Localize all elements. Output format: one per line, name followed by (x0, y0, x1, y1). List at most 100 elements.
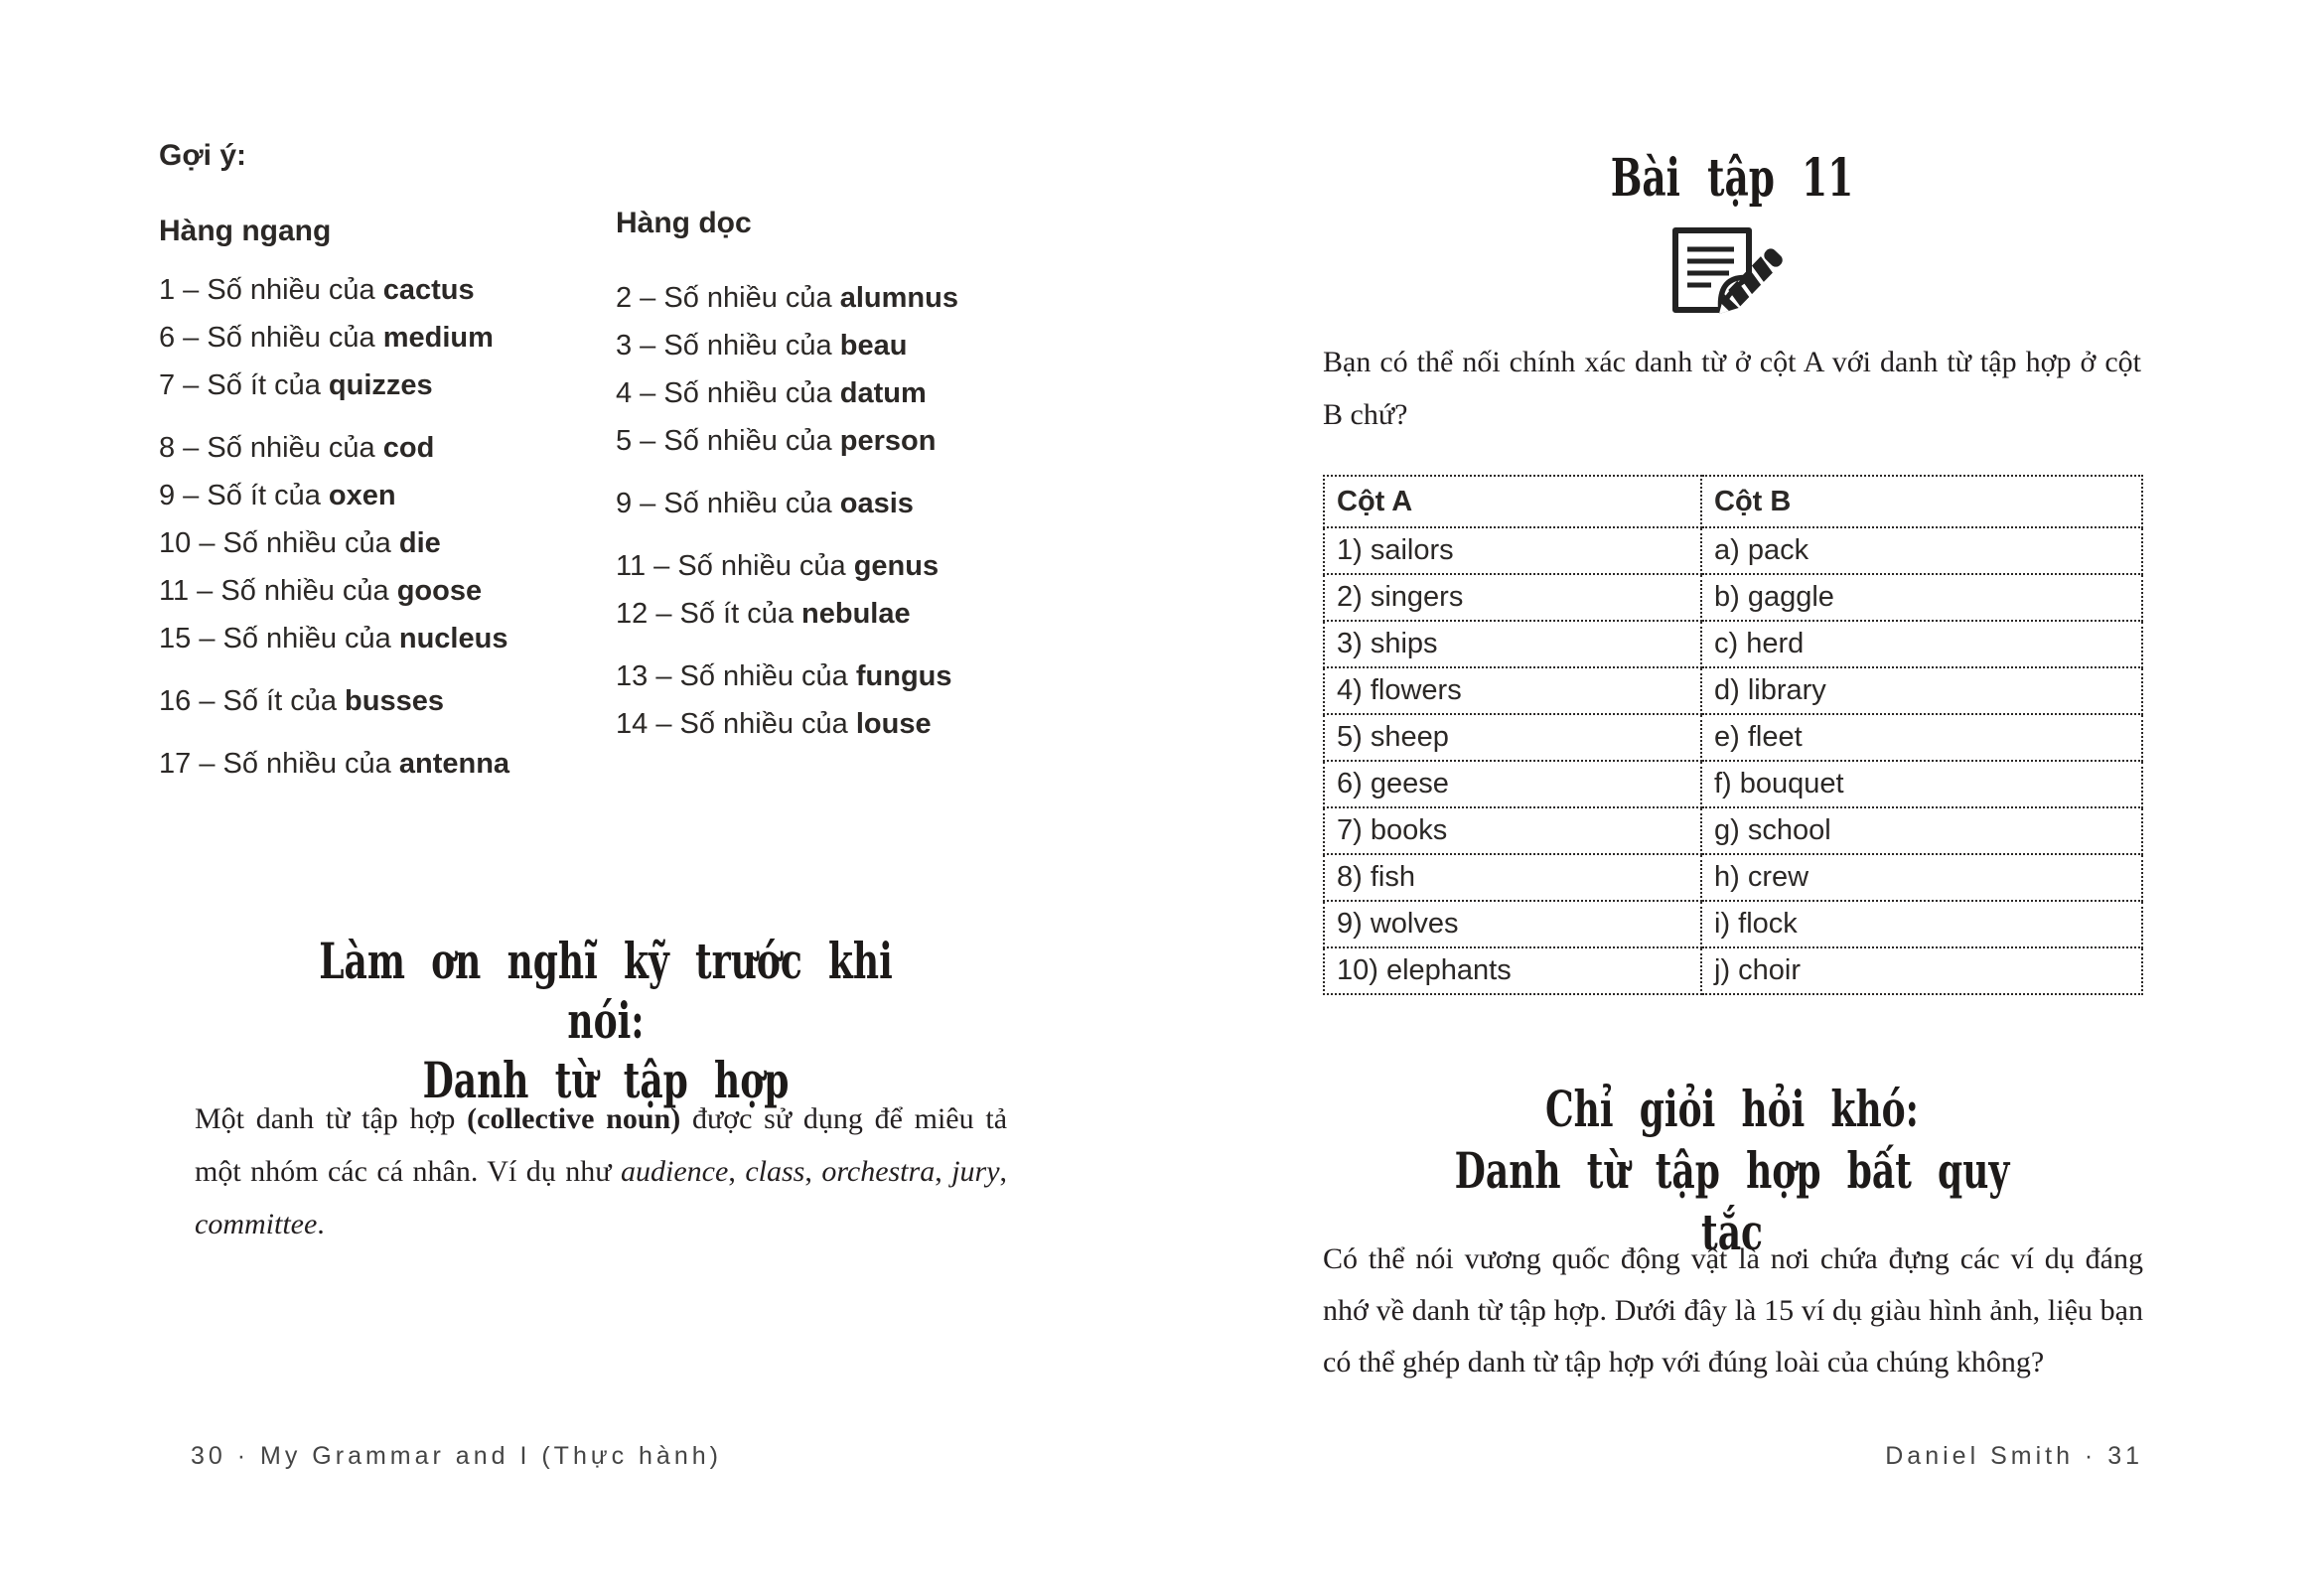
hint-item: 11 – Số nhiều của goose (159, 567, 616, 615)
para-text: . (317, 1208, 325, 1240)
hint-item-text: 17 – Số nhiều của (159, 748, 399, 780)
hint-item: 7 – Số ít của quizzes (159, 362, 616, 409)
table-row: 3) ships c) herd (1323, 620, 2143, 668)
hint-item-word: cod (382, 432, 435, 464)
hint-item-word: datum (839, 377, 927, 409)
para-text: được sử dụng để miêu tả một nhóm các cá … (195, 1102, 1008, 1188)
hint-item-word: genus (853, 550, 940, 582)
table-cell-a: 2) singers (1323, 573, 1702, 622)
across-list: 1 – Số nhiều của cactus 6 – Số nhiều của… (159, 266, 616, 788)
hint-item: 11 – Số nhiều của genus (616, 542, 1073, 590)
collective-noun-heading: Làm ơn nghĩ kỹ trước khi nói: Danh từ tậ… (277, 932, 935, 1110)
hint-item-text: 14 – Số nhiều của (616, 708, 856, 740)
hint-item-text: 15 – Số nhiều của (159, 623, 399, 654)
table-cell-a: 1) sailors (1323, 526, 1702, 575)
down-list: 2 – Số nhiều của alumnus 3 – Số nhiều củ… (616, 274, 1073, 748)
para-text: , (999, 1155, 1008, 1188)
hint-item-word: nucleus (398, 623, 508, 654)
irregular-paragraph: Có thể nói vương quốc động vật là nơi ch… (1323, 1242, 2143, 1378)
hint-item-word: nebulae (801, 598, 911, 630)
hint-item: 9 – Số ít của oxen (159, 472, 616, 519)
hint-item-text: 3 – Số nhiều của (616, 330, 840, 362)
table-cell-a: 4) flowers (1323, 666, 1702, 715)
hint-item: 9 – Số nhiều của oasis (616, 480, 1073, 527)
hint-item-word: alumnus (839, 282, 958, 314)
hint-item: 16 – Số ít của busses (159, 677, 616, 725)
heading-line-2: Danh từ tập hợp (422, 1051, 790, 1109)
table-row: 1) sailors a) pack (1323, 526, 2143, 575)
down-title: Hàng dọc (616, 207, 752, 239)
para-bold: (collective noun) (467, 1102, 681, 1135)
para-italic: committee (195, 1208, 318, 1240)
paper-pencil-icon (1672, 227, 1783, 314)
table-header-col-a: Cột A (1323, 475, 1702, 528)
hint-item-word: oxen (328, 480, 396, 511)
table-cell-b: g) school (1700, 806, 2143, 855)
hint-item: 3 – Số nhiều của beau (616, 322, 1073, 369)
table-cell-a: 3) ships (1323, 620, 1702, 668)
para-italic: jury (951, 1155, 1000, 1188)
table-row: 8) fish h) crew (1323, 853, 2143, 902)
para-italic: orchestra (821, 1155, 936, 1188)
table-cell-a: 5) sheep (1323, 713, 1702, 762)
hint-item-text: 5 – Số nhiều của (616, 425, 840, 457)
table-header-col-b: Cột B (1700, 475, 2143, 528)
table-cell-b: h) crew (1700, 853, 2143, 902)
table-row: 10) elephants j) choir (1323, 946, 2143, 995)
table-cell-b: d) library (1700, 666, 2143, 715)
table-cell-b: e) fleet (1700, 713, 2143, 762)
table-cell-a: 7) books (1323, 806, 1702, 855)
hint-item: 15 – Số nhiều của nucleus (159, 615, 616, 662)
hint-item: 5 – Số nhiều của person (616, 417, 1073, 465)
hint-item-text: 10 – Số nhiều của (159, 527, 399, 559)
page-footer-left: 30 · My Grammar and I (Thực hành) (191, 1442, 722, 1470)
hint-item: 13 – Số nhiều của fungus (616, 653, 1073, 700)
hint-item: 17 – Số nhiều của antenna (159, 740, 616, 788)
table-cell-b: c) herd (1700, 620, 2143, 668)
hint-item-word: goose (396, 575, 483, 607)
hint-item-text: 1 – Số nhiều của (159, 274, 383, 306)
table-cell-a: 6) geese (1323, 760, 1702, 808)
page-footer-right: Daniel Smith · 31 (1885, 1442, 2143, 1470)
hint-item: 8 – Số nhiều của cod (159, 424, 616, 472)
table-cell-a: 9) wolves (1323, 900, 1702, 948)
collective-noun-paragraph: Một danh từ tập hợp (collective noun) đư… (195, 1092, 1007, 1250)
para-italic: class (745, 1155, 805, 1188)
hint-item-word: medium (382, 322, 494, 354)
exercise-intro: Bạn có thể nối chính xác danh từ ở cột A… (1323, 346, 2141, 431)
hint-item: 12 – Số ít của nebulae (616, 590, 1073, 638)
hint-item-text: 9 – Số ít của (159, 480, 329, 511)
hint-item: 14 – Số nhiều của louse (616, 700, 1073, 748)
table-cell-b: a) pack (1700, 526, 2143, 575)
hint-item-text: 12 – Số ít của (616, 598, 802, 630)
hint-item-text: 13 – Số nhiều của (616, 660, 856, 692)
table-header-row: Cột A Cột B (1323, 475, 2143, 528)
table-row: 9) wolves i) flock (1323, 900, 2143, 948)
para-text: Một danh từ tập hợp (195, 1102, 468, 1135)
table-row: 4) flowers d) library (1323, 666, 2143, 715)
irregular-heading: Chỉ giỏi hỏi khó: Danh từ tập hợp bất qu… (1436, 1079, 2028, 1263)
heading-line-1: Chỉ giỏi hỏi khó: (1545, 1080, 1919, 1138)
exercise-title: Bài tập 11 (1610, 148, 1854, 209)
matching-table: Cột A Cột B 1) sailors a) pack 2) singers… (1323, 475, 2143, 995)
hint-item-text: 11 – Số nhiều của (159, 575, 397, 607)
pencil-icon (1719, 248, 1783, 314)
table-row: 7) books g) school (1323, 806, 2143, 855)
hint-item: 4 – Số nhiều của datum (616, 369, 1073, 417)
hint-item-text: 9 – Số nhiều của (616, 488, 840, 519)
table-row: 6) geese f) bouquet (1323, 760, 2143, 808)
hint-item-word: beau (839, 330, 908, 362)
hint-item-text: 2 – Số nhiều của (616, 282, 840, 314)
hint-item-text: 16 – Số ít của (159, 685, 346, 717)
para-text: , (935, 1155, 952, 1188)
table-row: 5) sheep e) fleet (1323, 713, 2143, 762)
hint-item-word: louse (855, 708, 932, 740)
hint-item: 2 – Số nhiều của alumnus (616, 274, 1073, 322)
hint-item-text: 6 – Số nhiều của (159, 322, 383, 354)
hint-item-text: 11 – Số nhiều của (616, 550, 854, 582)
hint-item-text: 7 – Số ít của (159, 369, 329, 401)
hint-item-word: person (839, 425, 937, 457)
hint-item-word: busses (345, 685, 444, 717)
table-cell-a: 8) fish (1323, 853, 1702, 902)
